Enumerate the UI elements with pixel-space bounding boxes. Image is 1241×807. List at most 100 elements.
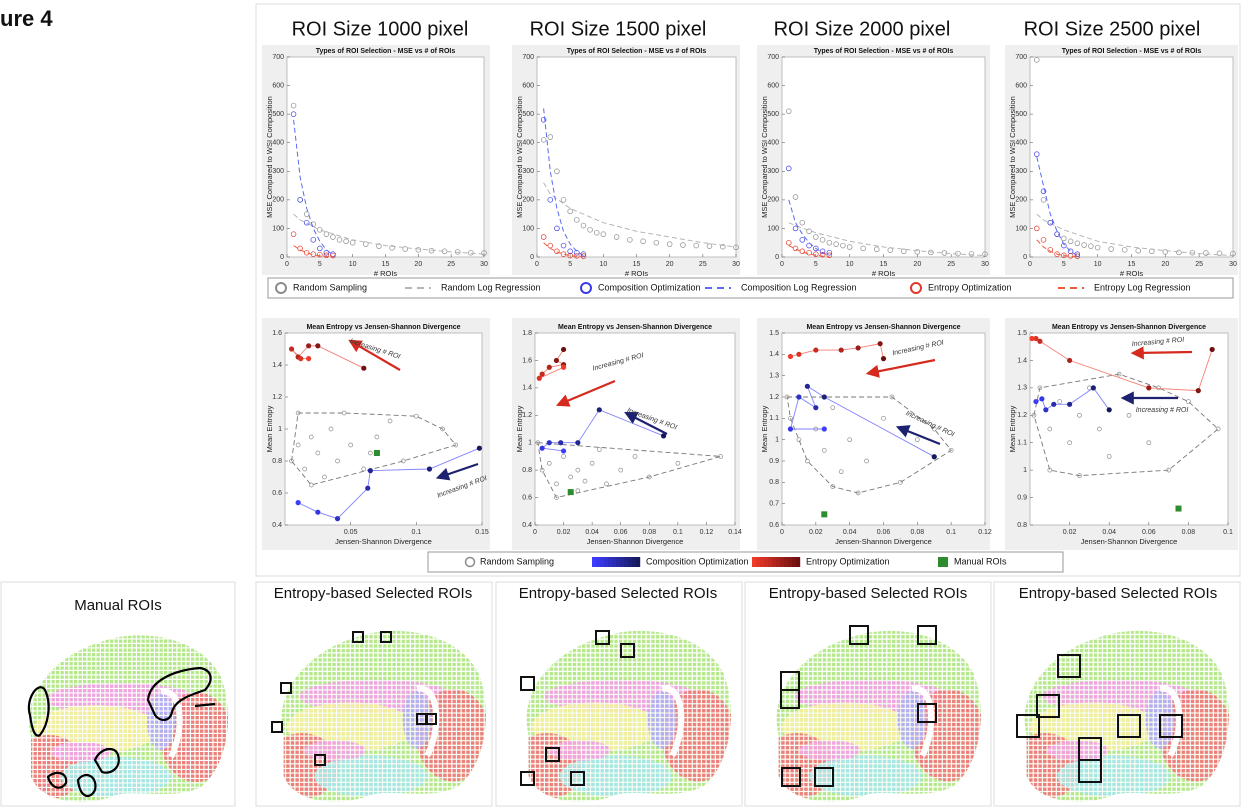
x-tick-label: 5 bbox=[568, 261, 572, 268]
legend-marker bbox=[756, 557, 760, 567]
data-point bbox=[335, 516, 340, 521]
x-tick-label: 0.02 bbox=[809, 529, 823, 536]
y-tick-label: 500 bbox=[272, 111, 284, 118]
y-tick-label: 0.4 bbox=[272, 522, 282, 529]
x-tick-label: 20 bbox=[666, 261, 674, 268]
legend-marker bbox=[772, 557, 776, 567]
y-tick-label: 600 bbox=[767, 82, 779, 89]
y-tick-label: 300 bbox=[1015, 168, 1027, 175]
data-point bbox=[1091, 385, 1096, 390]
data-point bbox=[839, 347, 844, 352]
data-point bbox=[561, 365, 566, 370]
manual-roi bbox=[568, 489, 574, 495]
chart: Mean Entropy vs Jensen-Shannon Divergenc… bbox=[757, 318, 992, 550]
y-tick-label: 0.6 bbox=[522, 494, 532, 501]
chart-title: Types of ROI Selection - MSE vs # of ROI… bbox=[316, 48, 456, 55]
data-point bbox=[788, 354, 793, 359]
chart: Types of ROI Selection - MSE vs # of ROI… bbox=[757, 45, 990, 278]
data-point bbox=[361, 366, 366, 371]
y-tick-label: 1 bbox=[775, 437, 779, 444]
y-tick-label: 0 bbox=[1023, 254, 1027, 261]
x-axis-label: Jensen-Shannon Divergence bbox=[1081, 537, 1178, 546]
x-tick-label: 20 bbox=[1161, 261, 1169, 268]
data-point bbox=[597, 407, 602, 412]
legend-marker bbox=[768, 557, 772, 567]
y-tick-label: 400 bbox=[272, 140, 284, 147]
legend-marker bbox=[776, 557, 780, 567]
chart: Mean Entropy vs Jensen-Shannon Divergenc… bbox=[512, 318, 742, 550]
y-tick-label: 1.5 bbox=[769, 330, 779, 337]
plot-area bbox=[285, 333, 482, 525]
tissue-title: Entropy-based Selected ROIs bbox=[274, 585, 472, 602]
legend-marker bbox=[616, 557, 620, 567]
y-tick-label: 1 bbox=[278, 426, 282, 433]
x-tick-label: 25 bbox=[947, 261, 955, 268]
y-tick-label: 600 bbox=[522, 82, 534, 89]
legend-marker bbox=[938, 557, 948, 567]
legend-label: Entropy Log Regression bbox=[1094, 282, 1191, 292]
legend-marker bbox=[760, 557, 764, 567]
legend-marker bbox=[600, 557, 604, 567]
figure: ure 4 ROI Size 1000 pixel ROI Size 1500 … bbox=[0, 0, 1241, 807]
figure-label: ure 4 bbox=[0, 6, 53, 31]
data-point bbox=[315, 510, 320, 515]
x-tick-label: 25 bbox=[447, 261, 455, 268]
annotation-arrow bbox=[1135, 352, 1192, 353]
y-tick-label: 0.8 bbox=[522, 467, 532, 474]
x-tick-label: 0.12 bbox=[978, 529, 992, 536]
data-point bbox=[1051, 402, 1056, 407]
x-axis-label: # ROIs bbox=[625, 269, 649, 278]
legend-marker bbox=[764, 557, 768, 567]
y-axis-label: Mean Entropy bbox=[1008, 405, 1017, 452]
y-tick-label: 500 bbox=[767, 111, 779, 118]
legend-label: Composition Log Regression bbox=[741, 282, 857, 292]
legend-marker bbox=[612, 557, 616, 567]
x-tick-label: 0.1 bbox=[1223, 529, 1233, 536]
plot-area bbox=[1030, 57, 1233, 257]
legend-marker bbox=[596, 557, 600, 567]
x-tick-label: 0 bbox=[780, 529, 784, 536]
legend-marker bbox=[784, 557, 788, 567]
x-tick-label: 0.1 bbox=[411, 529, 421, 536]
y-tick-label: 0.6 bbox=[769, 522, 779, 529]
data-point bbox=[1107, 407, 1112, 412]
y-axis-label: Mean Entropy bbox=[760, 405, 769, 452]
x-tick-label: 30 bbox=[1229, 261, 1237, 268]
data-point bbox=[547, 365, 552, 370]
y-tick-label: 0.9 bbox=[1017, 494, 1027, 501]
x-tick-label: 0.08 bbox=[1182, 529, 1196, 536]
chart: Mean Entropy vs Jensen-Shannon Divergenc… bbox=[262, 318, 490, 550]
y-tick-label: 100 bbox=[767, 225, 779, 232]
legend-label: Random Log Regression bbox=[441, 282, 541, 292]
data-point bbox=[298, 356, 303, 361]
data-point bbox=[477, 446, 482, 451]
y-tick-label: 0 bbox=[530, 254, 534, 261]
x-tick-label: 0.1 bbox=[946, 529, 956, 536]
y-tick-label: 1.3 bbox=[769, 373, 779, 380]
tissue-title: Entropy-based Selected ROIs bbox=[769, 585, 967, 602]
data-point bbox=[822, 394, 827, 399]
x-axis-label: # ROIs bbox=[1120, 269, 1144, 278]
x-tick-label: 0.02 bbox=[557, 529, 571, 536]
y-tick-label: 1.8 bbox=[522, 330, 532, 337]
data-point bbox=[540, 446, 545, 451]
legend-marker bbox=[788, 557, 792, 567]
plot-area bbox=[537, 57, 736, 257]
y-tick-label: 400 bbox=[767, 140, 779, 147]
legend-marker bbox=[796, 557, 800, 567]
legend-label: Composition Optimization bbox=[598, 282, 701, 292]
plot-area bbox=[535, 333, 735, 525]
legend-marker bbox=[752, 557, 756, 567]
x-tick-label: 0.1 bbox=[673, 529, 683, 536]
x-tick-label: 0 bbox=[535, 261, 539, 268]
plot-area bbox=[1030, 333, 1228, 525]
x-tick-label: 25 bbox=[699, 261, 707, 268]
x-axis-label: # ROIs bbox=[872, 269, 896, 278]
y-tick-label: 1.4 bbox=[769, 351, 779, 358]
x-axis-label: Jensen-Shannon Divergence bbox=[835, 537, 932, 546]
y-tick-label: 0.8 bbox=[769, 479, 779, 486]
y-tick-label: 700 bbox=[767, 54, 779, 61]
chart-title: Mean Entropy vs Jensen-Shannon Divergenc… bbox=[806, 324, 960, 331]
tissue-title: Entropy-based Selected ROIs bbox=[1019, 585, 1217, 602]
column-title: ROI Size 2500 pixel bbox=[1024, 18, 1201, 40]
